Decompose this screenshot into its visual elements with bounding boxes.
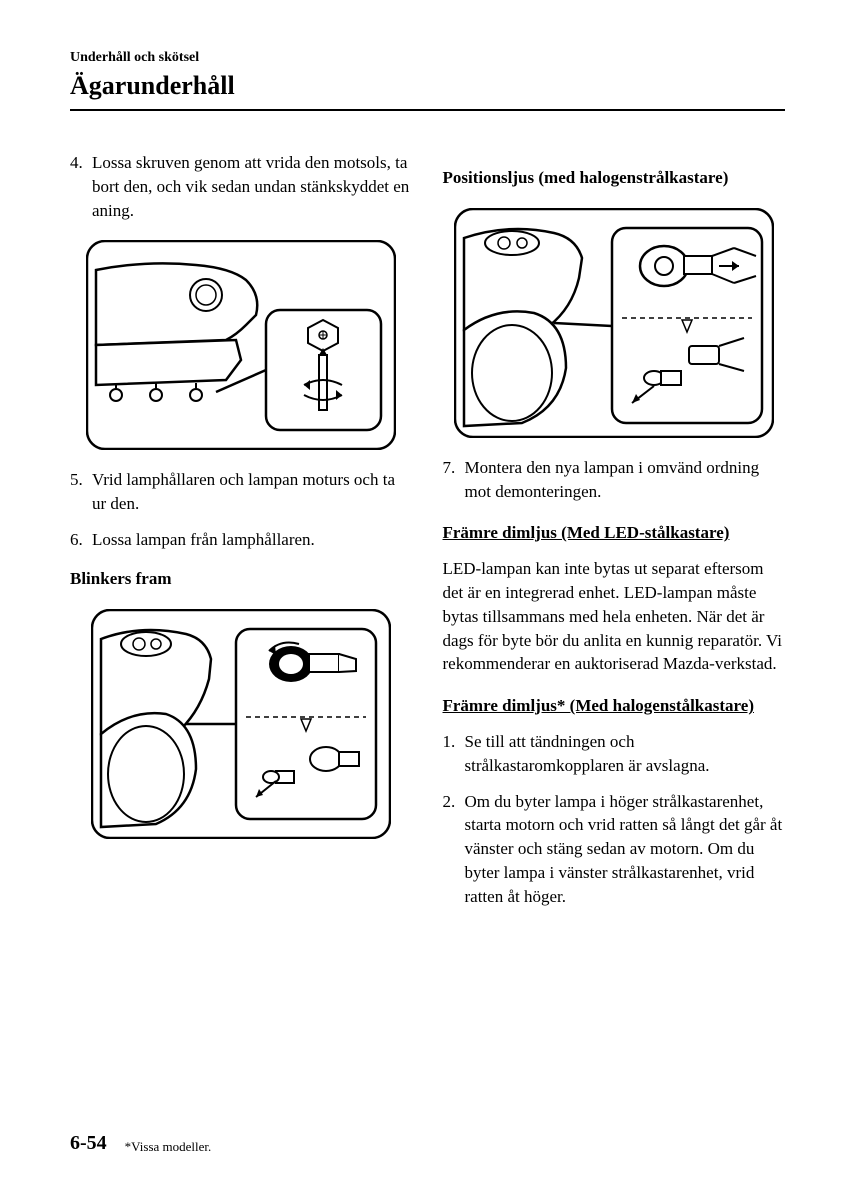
heading-positionsljus: Positionsljus (med halogenstrålkastare) [443,166,786,190]
step-number: 2. [443,790,465,909]
step-text: Lossa skruven genom att vrida den motsol… [92,151,413,222]
page-footer: 6-54 *Vissa modeller. [70,1132,211,1155]
left-column: 4. Lossa skruven genom att vrida den mot… [70,151,413,921]
footnote: *Vissa modeller. [125,1139,212,1155]
content-columns: 4. Lossa skruven genom att vrida den mot… [70,151,785,921]
halogen-step-2: 2. Om du byter lampa i höger strålkastar… [443,790,786,909]
step-number: 4. [70,151,92,222]
step-number: 1. [443,730,465,778]
step-text: Montera den nya lampan i omvänd ordning … [465,456,786,504]
step-text: Om du byter lampa i höger strålkastarenh… [465,790,786,909]
right-column: Positionsljus (med halogenstrålkastare) [443,151,786,921]
step-number: 7. [443,456,465,504]
chapter-title: Underhåll och skötsel [70,50,785,66]
led-paragraph: LED-lampan kan inte bytas ut separat eft… [443,557,786,676]
step-number: 6. [70,528,92,552]
page-header: Underhåll och skötsel Ägarunderhåll [70,50,785,111]
subheading-blinkers: Blinkers fram [70,567,413,591]
step-5: 5. Vrid lamphållaren och lampan moturs o… [70,468,413,516]
step-6: 6. Lossa lampan från lamphållaren. [70,528,413,552]
section-title: Ägarunderhåll [70,71,785,111]
page-number: 6-54 [70,1132,107,1155]
figure-blinkers-fram [70,609,413,839]
figure-positionsljus [443,208,786,438]
figure-bumper-screw [70,240,413,450]
halogen-step-1: 1. Se till att tändningen och strålkasta… [443,730,786,778]
step-number: 5. [70,468,92,516]
heading-framre-dimljus-halogen: Främre dimljus* (Med halogenstålkastare) [443,694,786,718]
step-text: Lossa lampan från lamphållaren. [92,528,413,552]
step-text: Se till att tändningen och strålkastarom… [465,730,786,778]
heading-framre-dimljus-led: Främre dimljus (Med LED-stålkastare) [443,521,786,545]
step-7: 7. Montera den nya lampan i omvänd ordni… [443,456,786,504]
step-text: Vrid lamphållaren och lampan moturs och … [92,468,413,516]
step-4: 4. Lossa skruven genom att vrida den mot… [70,151,413,222]
